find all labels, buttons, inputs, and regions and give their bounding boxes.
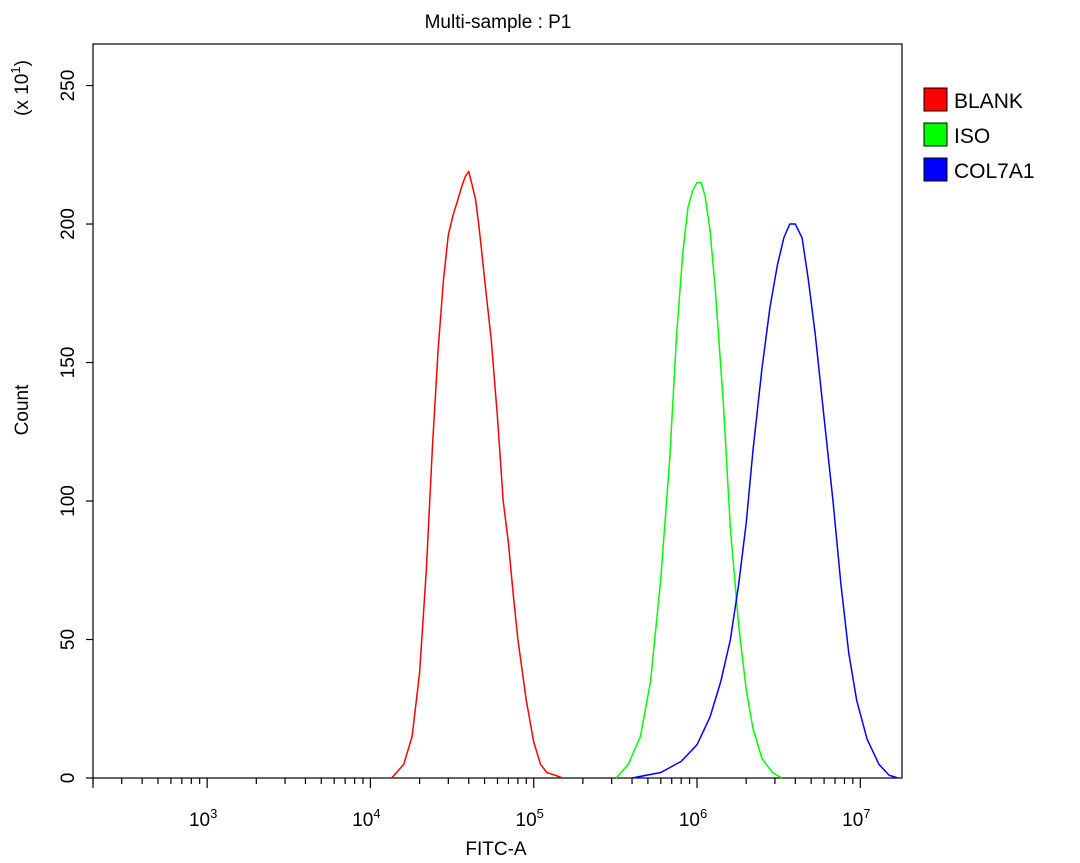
y-scale-note-prefix: (x 10 [12, 74, 33, 116]
x-tick-exp: 5 [537, 806, 544, 821]
legend-swatch-iso [923, 122, 948, 147]
series-lines [391, 170, 899, 779]
x-tick-base: 10 [842, 810, 863, 831]
legend-swatch-col7a1 [923, 157, 948, 182]
x-tick-exp: 3 [210, 806, 217, 821]
x-tick-exp: 4 [373, 806, 380, 821]
y-axis: 0 50 100 150 200 250 [58, 70, 93, 784]
x-axis-label: FITC-A [465, 839, 527, 860]
legend: BLANK ISO COL7A1 [923, 87, 1035, 183]
x-tick-label: 105 [516, 806, 544, 831]
legend-label-iso: ISO [954, 125, 990, 148]
y-scale-note-close: ) [12, 60, 33, 66]
x-tick-exp: 6 [700, 806, 707, 821]
y-tick-label: 150 [58, 347, 79, 379]
y-axis-label: Count [12, 384, 33, 435]
y-tick-label: 250 [58, 70, 79, 102]
x-tick-base: 10 [679, 810, 700, 831]
x-tick-base: 10 [516, 810, 537, 831]
y-tick-label: 0 [58, 773, 79, 784]
y-tick-label: 200 [58, 208, 79, 240]
y-tick-label: 50 [58, 629, 79, 650]
svg-text:(x 101): (x 101) [8, 60, 33, 116]
x-tick-base: 10 [189, 810, 210, 831]
series-line-col7a1 [631, 223, 899, 779]
legend-swatch-blank [923, 87, 948, 112]
y-scale-note: (x 101) [8, 60, 33, 116]
x-tick-exp: 7 [863, 806, 870, 821]
y-scale-note-exp: 1 [8, 66, 23, 73]
y-tick-label: 100 [58, 485, 79, 517]
x-tick-label: 106 [679, 806, 707, 831]
x-tick-label: 103 [189, 806, 217, 831]
legend-label-col7a1: COL7A1 [954, 160, 1035, 183]
series-line-iso [615, 181, 783, 779]
series-line-blank [391, 170, 563, 779]
x-tick-label: 107 [842, 806, 870, 831]
x-axis: 103 104 105 106 107 [92, 778, 871, 831]
legend-label-blank: BLANK [954, 90, 1023, 113]
x-tick-label: 104 [352, 806, 380, 831]
x-tick-base: 10 [352, 810, 373, 831]
chart-title: Multi-sample : P1 [425, 12, 572, 33]
